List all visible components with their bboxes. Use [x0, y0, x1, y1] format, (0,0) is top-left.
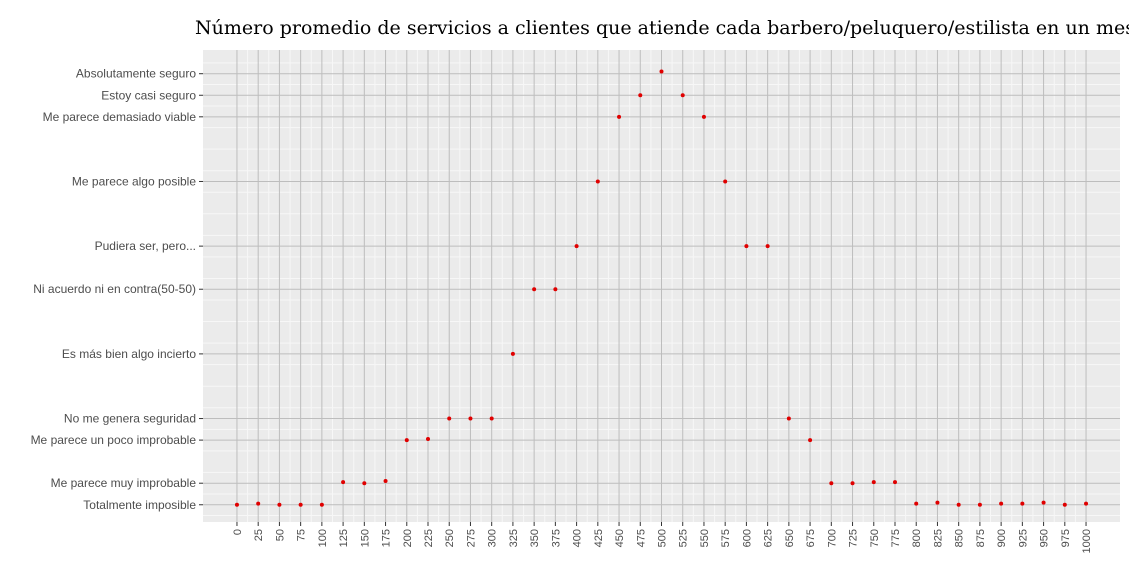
- data-point: [935, 500, 940, 505]
- data-point: [617, 114, 622, 119]
- data-point: [680, 93, 685, 98]
- data-point: [404, 438, 409, 443]
- chart-title: Número promedio de servicios a clientes …: [195, 17, 1129, 39]
- x-tick-label: 400: [572, 529, 584, 547]
- x-tick-label: 0: [232, 529, 244, 535]
- x-tick-label: 950: [1039, 529, 1051, 547]
- y-axis: Totalmente imposible Me parece muy improb…: [31, 67, 203, 512]
- y-tick-label: Es más bien algo incierto: [62, 347, 196, 361]
- data-point: [659, 69, 664, 74]
- x-tick-label: 1000: [1081, 529, 1093, 553]
- data-point: [362, 481, 367, 486]
- x-tick-label: 525: [678, 529, 690, 547]
- x-tick-label: 250: [444, 529, 456, 547]
- x-tick-label: 725: [848, 529, 860, 547]
- data-point: [383, 479, 388, 484]
- x-tick-label: 850: [954, 529, 966, 547]
- y-tick-label: Me parece un poco improbable: [31, 433, 197, 447]
- x-tick-label: 600: [741, 529, 753, 547]
- x-tick-label: 650: [784, 529, 796, 547]
- data-point: [892, 480, 897, 485]
- data-point: [850, 481, 855, 486]
- data-point: [977, 502, 982, 507]
- data-point: [638, 93, 643, 98]
- data-point: [914, 501, 919, 506]
- x-tick-label: 900: [996, 529, 1008, 547]
- data-point: [489, 416, 494, 421]
- data-point: [277, 502, 282, 507]
- x-tick-label: 175: [381, 529, 393, 547]
- data-points: [234, 69, 1089, 507]
- x-tick-label: 450: [614, 529, 626, 547]
- x-tick-label: 875: [975, 529, 987, 547]
- data-point: [595, 179, 600, 184]
- data-point: [468, 416, 473, 421]
- x-tick-label: 200: [402, 529, 414, 547]
- x-tick-label: 375: [550, 529, 562, 547]
- x-axis: 0 25 50 75 100 125 150 175 200 225 250 275 300 325 350…: [232, 522, 1093, 553]
- x-tick-label: 225: [423, 529, 435, 547]
- data-point: [723, 179, 728, 184]
- data-point: [510, 351, 515, 356]
- data-point: [1084, 501, 1089, 506]
- x-tick-label: 925: [1017, 529, 1029, 547]
- x-tick-label: 475: [635, 529, 647, 547]
- data-point: [701, 114, 706, 119]
- x-tick-label: 550: [699, 529, 711, 547]
- y-tick-label: Ni acuerdo ni en contra(50-50): [33, 282, 196, 296]
- y-tick-label: Me parece algo posible: [72, 174, 196, 188]
- data-point: [298, 502, 303, 507]
- x-tick-label: 150: [359, 529, 371, 547]
- x-tick-label: 825: [932, 529, 944, 547]
- data-point: [256, 501, 261, 506]
- y-tick-label: Estoy casi seguro: [101, 88, 196, 102]
- x-tick-label: 575: [720, 529, 732, 547]
- x-tick-label: 625: [763, 529, 775, 547]
- data-point: [319, 502, 324, 507]
- y-tick-label: Pudiera ser, pero...: [95, 239, 196, 253]
- data-point: [956, 502, 961, 507]
- x-tick-label: 125: [338, 529, 350, 547]
- y-tick-label: Totalmente imposible: [83, 498, 196, 512]
- data-point: [341, 480, 346, 485]
- y-tick-label: Absolutamente seguro: [76, 67, 196, 81]
- x-tick-label: 975: [1060, 529, 1072, 547]
- x-tick-label: 500: [657, 529, 669, 547]
- x-tick-label: 425: [593, 529, 605, 547]
- data-point: [999, 501, 1004, 506]
- data-point: [574, 244, 579, 249]
- x-tick-label: 675: [805, 529, 817, 547]
- x-tick-label: 50: [274, 529, 286, 541]
- y-tick-label: Me parece muy improbable: [51, 476, 197, 490]
- x-tick-label: 25: [253, 529, 265, 541]
- x-tick-label: 700: [826, 529, 838, 547]
- data-point: [447, 416, 452, 421]
- data-point: [786, 416, 791, 421]
- major-grid: [203, 50, 1120, 522]
- x-tick-label: 750: [869, 529, 881, 547]
- x-tick-label: 300: [487, 529, 499, 547]
- data-point: [1020, 501, 1025, 506]
- data-point: [553, 287, 558, 292]
- x-tick-label: 325: [508, 529, 520, 547]
- x-tick-label: 800: [911, 529, 923, 547]
- data-point: [765, 244, 770, 249]
- data-point: [871, 480, 876, 485]
- data-point: [1041, 500, 1046, 505]
- data-point: [1062, 502, 1067, 507]
- data-point: [808, 438, 813, 443]
- x-tick-label: 775: [890, 529, 902, 547]
- data-point: [829, 481, 834, 486]
- y-tick-label: No me genera seguridad: [64, 412, 196, 426]
- x-tick-label: 350: [529, 529, 541, 547]
- x-tick-label: 100: [317, 529, 329, 547]
- data-point: [744, 244, 749, 249]
- data-point: [234, 502, 239, 507]
- x-tick-label: 275: [465, 529, 477, 547]
- data-point: [426, 437, 431, 442]
- y-tick-label: Me parece demasiado viable: [43, 110, 197, 124]
- x-tick-label: 75: [296, 529, 308, 541]
- data-point: [532, 287, 537, 292]
